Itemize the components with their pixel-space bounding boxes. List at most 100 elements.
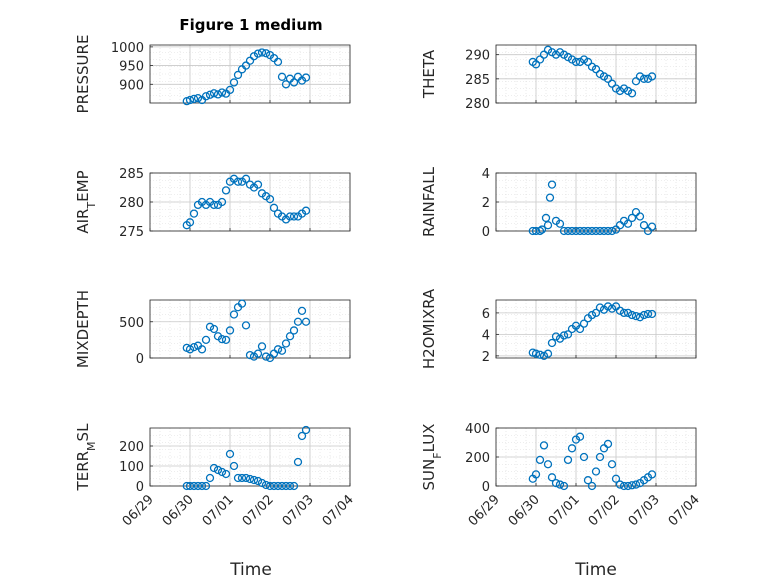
panel-5-point bbox=[643, 309, 653, 319]
panel-6-point bbox=[277, 481, 287, 491]
panel-5-point bbox=[531, 349, 541, 358]
panel-0-point bbox=[277, 72, 287, 81]
panel-2-ytick-label: 285 bbox=[119, 167, 144, 182]
panel-1-point bbox=[607, 79, 617, 88]
panel-0-point bbox=[281, 80, 291, 89]
panel-6-xtick-label: 07/03 bbox=[280, 492, 317, 529]
panel-4-point bbox=[289, 326, 299, 335]
panel-3-point bbox=[591, 226, 601, 236]
panel-3-point bbox=[595, 226, 605, 236]
panel-3-point bbox=[571, 226, 581, 236]
panel-5-ytick-label: 2 bbox=[482, 350, 490, 365]
panel-1-point bbox=[647, 72, 657, 81]
panel-6-xtick-label: 07/02 bbox=[240, 492, 277, 529]
panel-6-point bbox=[285, 481, 295, 491]
panel-3-point bbox=[531, 226, 541, 236]
panel-1-point bbox=[539, 50, 549, 59]
panel-7-point bbox=[535, 455, 545, 465]
panel-6-point bbox=[297, 431, 307, 441]
panel-3-point bbox=[559, 226, 569, 236]
panel-7-ytick-label: 200 bbox=[465, 451, 490, 466]
panel-5-ytick-label: 4 bbox=[482, 328, 490, 343]
panel-4-point bbox=[205, 322, 215, 331]
panel-3-point bbox=[627, 213, 637, 223]
panel-7-point bbox=[603, 439, 613, 449]
panel-4-point bbox=[245, 350, 255, 360]
panel-1-point bbox=[603, 74, 613, 83]
panel-7-xtick-label: 07/02 bbox=[586, 492, 623, 529]
panel-3-ytick-label: 4 bbox=[482, 167, 490, 182]
panel-6-point bbox=[185, 481, 195, 491]
panel-7-xtick-label: 07/01 bbox=[546, 492, 583, 529]
panel-6-point bbox=[205, 473, 215, 483]
panel-1-point bbox=[531, 60, 541, 69]
panel-3-ytick-label: 0 bbox=[482, 225, 490, 240]
panel-2-point bbox=[221, 186, 231, 195]
panel-2-point bbox=[253, 180, 263, 189]
panel-1-point bbox=[535, 55, 545, 64]
panel-0-ytick-label: 1000 bbox=[111, 41, 144, 56]
panel-1-point bbox=[639, 74, 649, 83]
panel-3-point bbox=[543, 221, 553, 230]
panel-2-point bbox=[269, 203, 279, 212]
panel-6-point bbox=[249, 475, 259, 485]
panel-6-point bbox=[237, 473, 247, 483]
panel-0-point bbox=[205, 90, 215, 99]
panel-3-point bbox=[639, 221, 649, 230]
panel-6-point bbox=[225, 449, 235, 459]
panel-3-point bbox=[647, 222, 657, 231]
panel-4-point bbox=[221, 335, 231, 345]
panel-7-point bbox=[627, 481, 637, 490]
panel-4-point bbox=[225, 326, 235, 335]
panel-7-point bbox=[555, 480, 565, 489]
panel-0-point bbox=[185, 95, 195, 105]
panel-6-point bbox=[241, 473, 251, 483]
panel-4-point bbox=[285, 332, 295, 341]
panel-3: 0 2 4 RAINFALL bbox=[420, 166, 697, 240]
panel-2-point bbox=[233, 177, 243, 186]
panel-3-point bbox=[535, 226, 545, 236]
panel-3-point bbox=[635, 212, 645, 221]
panel-6-point bbox=[301, 425, 311, 435]
panel-6-point bbox=[217, 467, 227, 477]
panel-7-point bbox=[595, 452, 605, 462]
panel-4-point bbox=[277, 346, 287, 355]
panel-7-point bbox=[567, 444, 577, 453]
panel-5-point bbox=[579, 319, 589, 328]
panel-4-point bbox=[297, 306, 307, 316]
panel-2-ylabel: AIRTEMP bbox=[74, 170, 98, 233]
panel-7-point bbox=[551, 478, 561, 488]
panel-3-point bbox=[575, 226, 585, 236]
panel-6-point bbox=[261, 480, 271, 490]
panel-1-point bbox=[591, 65, 601, 74]
panel-0-point bbox=[257, 48, 267, 57]
panel-4-point bbox=[261, 352, 271, 361]
panel-3-point bbox=[623, 219, 633, 228]
panel-0-point bbox=[241, 61, 251, 70]
panel-2-point bbox=[189, 209, 199, 218]
panel-5-point bbox=[647, 309, 657, 319]
panel-3-point bbox=[545, 193, 555, 202]
panel-7-xtick-label: 07/03 bbox=[626, 492, 663, 529]
panel-2-point bbox=[301, 206, 311, 215]
panel-6-point bbox=[253, 476, 263, 486]
panel-0-ytick-label: 900 bbox=[119, 78, 144, 93]
panel-5-point bbox=[615, 306, 625, 315]
panel-2: 275 280 285 AIRTEMP bbox=[74, 167, 351, 240]
panel-7-ylabel: SUNFLUX bbox=[420, 424, 444, 491]
panel-4-point bbox=[185, 345, 195, 354]
panel-5-point bbox=[535, 350, 545, 359]
panel-3-point bbox=[587, 226, 597, 236]
panel-6-point bbox=[201, 481, 211, 491]
panel-5: 2 4 6 H2OMIXRA bbox=[420, 288, 697, 369]
panel-2-ytick-label: 280 bbox=[119, 196, 144, 211]
panel-6-point bbox=[273, 481, 283, 491]
panel-5-point bbox=[539, 351, 549, 361]
panel-4-point bbox=[257, 342, 267, 351]
panel-4-point bbox=[209, 324, 219, 334]
panel-6-point bbox=[293, 457, 303, 467]
panel-4-point bbox=[281, 339, 291, 348]
panel-6-point bbox=[209, 463, 219, 473]
panel-6-point bbox=[233, 473, 243, 483]
panel-0-point bbox=[233, 70, 243, 80]
